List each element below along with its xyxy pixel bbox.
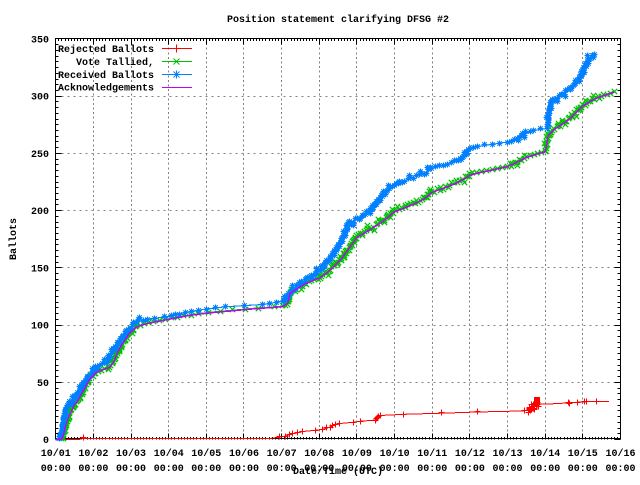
svg-text:00:00: 00:00 [380, 464, 410, 475]
svg-text:10/11: 10/11 [417, 448, 447, 460]
svg-text:10/15: 10/15 [568, 448, 598, 460]
svg-text:250: 250 [31, 150, 49, 161]
svg-text:Rejected Ballots: Rejected Ballots [58, 44, 154, 56]
svg-text:00:00: 00:00 [154, 464, 184, 475]
svg-text:10/05: 10/05 [191, 448, 221, 460]
svg-text:Received Ballots: Received Ballots [58, 70, 154, 82]
svg-text:Acknowledgements: Acknowledgements [58, 83, 154, 95]
svg-text:0: 0 [43, 436, 49, 447]
svg-text:10/16: 10/16 [605, 448, 635, 460]
svg-text:Date/Time (UTC): Date/Time (UTC) [293, 466, 383, 478]
svg-text:10/04: 10/04 [154, 448, 184, 460]
svg-text:10/08: 10/08 [304, 448, 334, 460]
svg-text:150: 150 [31, 264, 49, 275]
svg-text:Ballots: Ballots [8, 218, 20, 260]
svg-text:00:00: 00:00 [455, 464, 485, 475]
svg-text:10/06: 10/06 [229, 448, 259, 460]
svg-text:10/10: 10/10 [380, 448, 410, 460]
svg-text:00:00: 00:00 [605, 464, 635, 475]
svg-text:10/02: 10/02 [78, 448, 108, 460]
svg-text:Vote Tallied,: Vote Tallied, [76, 57, 154, 69]
svg-text:Position statement clarifying: Position statement clarifying DFSG #2 [227, 14, 449, 26]
svg-text:00:00: 00:00 [191, 464, 221, 475]
svg-text:350: 350 [31, 36, 49, 47]
svg-text:10/03: 10/03 [116, 448, 146, 460]
svg-text:00:00: 00:00 [229, 464, 259, 475]
svg-text:00:00: 00:00 [78, 464, 108, 475]
svg-text:10/14: 10/14 [530, 448, 560, 460]
svg-text:10/01: 10/01 [41, 448, 71, 460]
svg-text:10/12: 10/12 [455, 448, 485, 460]
svg-text:50: 50 [37, 379, 49, 390]
svg-text:00:00: 00:00 [417, 464, 447, 475]
svg-text:100: 100 [31, 322, 49, 333]
svg-text:00:00: 00:00 [41, 464, 71, 475]
svg-text:00:00: 00:00 [304, 464, 334, 475]
svg-text:10/09: 10/09 [342, 448, 372, 460]
svg-text:00:00: 00:00 [492, 464, 522, 475]
svg-text:00:00: 00:00 [267, 464, 297, 475]
svg-text:00:00: 00:00 [530, 464, 560, 475]
svg-text:10/13: 10/13 [492, 448, 522, 460]
svg-text:300: 300 [31, 93, 49, 104]
svg-text:00:00: 00:00 [568, 464, 598, 475]
svg-text:00:00: 00:00 [342, 464, 372, 475]
svg-text:10/07: 10/07 [267, 448, 297, 460]
svg-text:00:00: 00:00 [116, 464, 146, 475]
svg-text:200: 200 [31, 207, 49, 218]
